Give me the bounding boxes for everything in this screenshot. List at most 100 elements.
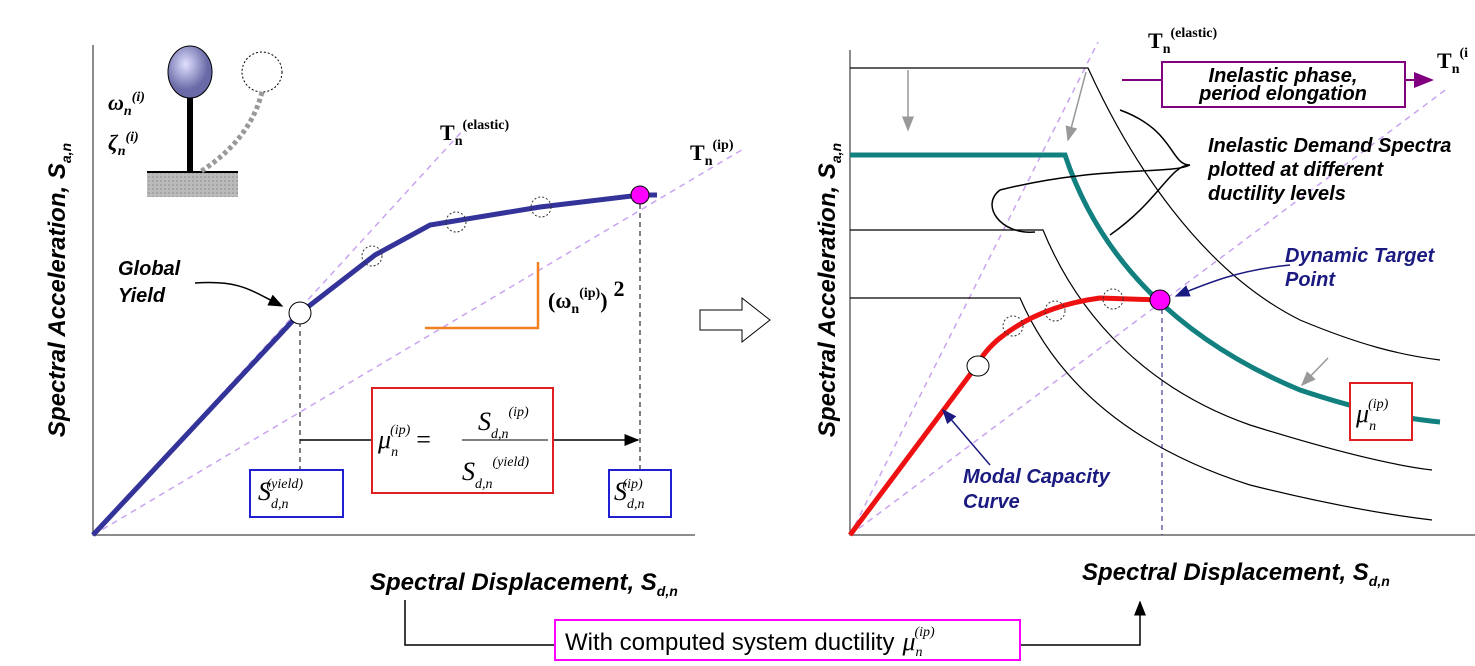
text-part: n — [1452, 62, 1460, 77]
dotted-circles — [1002, 288, 1124, 337]
text-part: (ip) — [579, 286, 600, 301]
yield-box — [249, 469, 344, 518]
text-part: S — [478, 407, 491, 436]
transition-arrow — [699, 296, 771, 344]
text-part: μ — [377, 425, 391, 454]
capacity-label: Modal Capacity — [963, 466, 1111, 488]
footer-line — [404, 600, 555, 646]
text-part: 2 — [614, 276, 625, 301]
x-axis-label: Spectral Displacement, Sd,n — [370, 569, 678, 599]
text-part: (i — [1459, 46, 1468, 61]
text-part: ω — [108, 90, 124, 115]
text-part: d,n — [1369, 573, 1390, 589]
period-lines — [849, 41, 1449, 536]
text-part: d,n — [271, 497, 289, 512]
text-part: a,n — [828, 143, 844, 163]
zeta: ζn(i) — [108, 130, 139, 159]
text-part: n — [455, 134, 463, 149]
shape — [1044, 300, 1066, 322]
text-part: (ω — [548, 288, 571, 313]
text-part: (i) — [126, 130, 139, 145]
text-part: (ip) — [1368, 397, 1389, 412]
shape — [850, 229, 1433, 471]
shift-arrows — [902, 70, 1329, 387]
yield-arrow — [194, 281, 284, 307]
formula-den: Sd,n(yield) — [462, 455, 529, 492]
formula-num: Sd,n(ip) — [478, 405, 529, 442]
text-part: (ip) — [915, 625, 936, 640]
phase-label: period elongation — [1198, 83, 1367, 105]
slope-triangle — [425, 262, 540, 330]
global-yield: Yield — [118, 285, 166, 307]
text-part: (elastic) — [1170, 26, 1217, 41]
text-part: (i) — [132, 90, 145, 105]
text-part: T — [440, 120, 455, 145]
text-part: n — [118, 144, 126, 159]
text-part: d,n — [657, 583, 678, 599]
text-part: T — [1148, 28, 1163, 53]
shape — [850, 67, 1441, 361]
shape — [1300, 357, 1329, 387]
mu-box — [1349, 382, 1413, 441]
text-part: S — [258, 477, 271, 506]
text-part: T — [690, 140, 705, 165]
text-part: n — [571, 302, 579, 317]
stiffness: (ωn(ip)) 2 — [548, 276, 625, 317]
shape — [1102, 288, 1124, 310]
demand-label: Inelastic Demand Spectra — [1208, 135, 1451, 157]
text-part: = — [416, 425, 431, 454]
text-part: n — [124, 104, 132, 119]
yield-label: Sd,n (yield) — [258, 477, 303, 512]
yield-point — [288, 301, 312, 325]
text-part: S — [462, 457, 475, 486]
text-part: (elastic) — [462, 118, 509, 133]
shape — [1065, 71, 1087, 142]
text-part: n — [916, 645, 923, 660]
shape — [361, 245, 383, 267]
y-axis-label: Spectral Acceleration, Sa,n — [44, 143, 74, 437]
footer-box — [554, 619, 1021, 661]
text-part: (ip) — [509, 405, 530, 420]
text-part: Spectral Displacement, S — [1082, 559, 1369, 586]
shape — [1002, 315, 1024, 337]
dotted-circles — [361, 196, 552, 267]
footer-arrow — [1020, 600, 1146, 646]
text-part: d,n — [627, 497, 645, 512]
t-ip: Tn(ip) — [690, 138, 734, 169]
t-elastic: Tn(elastic) — [1148, 26, 1217, 57]
formula-mu: μn (ip) = — [377, 423, 431, 460]
y-axis-label: Spectral Acceleration, Sa,n — [814, 143, 844, 437]
demand-label: ductility levels — [1208, 183, 1346, 205]
ground — [147, 172, 238, 197]
text-part: μ — [901, 627, 915, 656]
deflected-stem — [198, 91, 265, 175]
text-part: With computed system ductility — [565, 629, 894, 656]
text-part: (yield) — [267, 477, 304, 492]
target-label: Dynamic Target — [1285, 245, 1436, 267]
omega: ωn(i) — [108, 90, 145, 119]
t-elastic: Tn(elastic) — [440, 118, 509, 149]
text-part: n — [1163, 42, 1171, 57]
text-part: S — [614, 477, 627, 506]
text-part: μ — [1355, 399, 1369, 428]
text-part: n — [391, 445, 398, 460]
brace-arrows — [991, 109, 1191, 236]
ip-box — [608, 469, 672, 518]
capacity-label: Curve — [963, 491, 1020, 513]
text-part: ζ — [108, 130, 119, 155]
deflected-mass — [241, 51, 283, 93]
demand-spectra — [850, 67, 1441, 521]
text-part: (ip) — [623, 477, 644, 492]
target-arrow — [1174, 264, 1291, 297]
footer: With computed system ductility μn (ip) — [404, 600, 1146, 661]
right-panel: Spectral Acceleration, Sa,n Spectral Dis… — [814, 26, 1475, 589]
shape — [445, 211, 467, 233]
performance-point — [630, 185, 650, 205]
text-part: ) — [600, 288, 607, 313]
text-part: (yield) — [493, 455, 530, 470]
t-ip: Tn(i — [1437, 46, 1468, 77]
ip-label: Sd,n (ip) — [614, 477, 645, 512]
text-part: n — [705, 154, 713, 169]
global-yield: Global — [118, 258, 181, 280]
